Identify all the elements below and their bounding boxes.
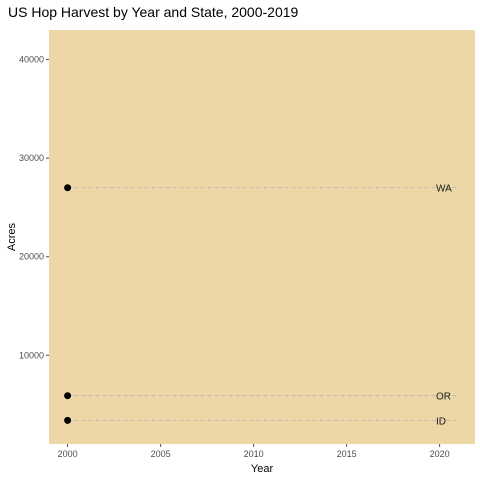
data-point-or [64,392,72,400]
y-tick-label: 30000 [19,153,44,163]
x-tick-label: 2000 [58,449,78,459]
x-tick-label: 2005 [151,449,171,459]
series-labels: WA OR ID [436,184,452,428]
y-axis: 10000 20000 30000 40000 [19,55,49,360]
y-tick-label: 20000 [19,252,44,262]
reference-lines [67,187,459,421]
x-axis: 2000 2005 2010 2015 2020 [58,444,450,459]
data-point-id [64,416,72,424]
plot-panel [49,30,475,444]
data-points [64,184,72,424]
y-tick-label: 10000 [19,350,44,360]
series-label-wa: WA [436,184,452,195]
y-tick-label: 40000 [19,55,44,65]
x-tick-label: 2015 [337,449,357,459]
data-point-wa [64,184,72,192]
x-tick-label: 2020 [430,449,450,459]
y-axis-title: Acres [6,222,18,251]
chart-title: US Hop Harvest by Year and State, 2000-2… [8,4,299,20]
series-label-id: ID [436,416,446,427]
x-tick-label: 2010 [244,449,264,459]
series-label-or: OR [436,392,451,403]
x-axis-title: Year [251,463,274,475]
